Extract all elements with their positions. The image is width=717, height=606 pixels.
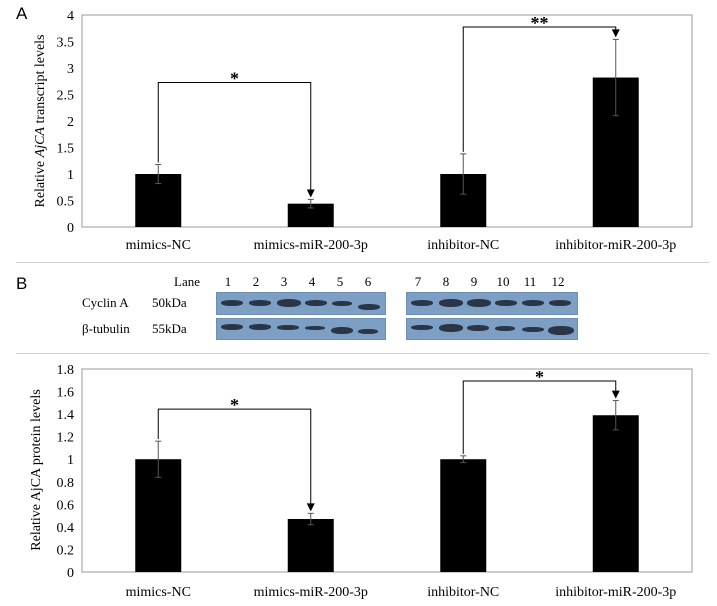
y-tick-label: 0.8 bbox=[57, 476, 75, 491]
plot-area-frame bbox=[81, 14, 693, 228]
significance-label: * bbox=[230, 68, 239, 88]
significance-bracket bbox=[157, 81, 312, 192]
transcript-chart: 00.511.522.533.54 *** Relative AjCA tran… bbox=[33, 9, 693, 253]
row-protein-beta-tubulin: β-tubulin bbox=[82, 321, 130, 336]
lane-header: Lane bbox=[174, 274, 200, 289]
y-tick-label: 2 bbox=[67, 115, 74, 130]
y-tick-label: 0.4 bbox=[57, 521, 75, 536]
x-tick-label: inhibitor-miR-200-3p bbox=[555, 585, 676, 600]
x-tick-label: mimics-NC bbox=[126, 238, 191, 253]
y-tick-label: 0 bbox=[67, 221, 74, 236]
y-tick-labels: 0 0.2 0.4 0.6 0.8 1 1.2 1.4 1.6 1.8 bbox=[57, 363, 75, 581]
y-axis-label-suffix: transcript levels bbox=[33, 34, 48, 127]
chart-marks: ** bbox=[135, 367, 639, 572]
y-tick-label: 1.2 bbox=[57, 431, 75, 446]
row-size-beta-tubulin: 55kDa bbox=[152, 321, 187, 336]
bar bbox=[287, 518, 334, 572]
blot-cyclin-a-right bbox=[406, 292, 578, 315]
y-tick-label: 2.5 bbox=[57, 89, 75, 104]
y-tick-label: 1.8 bbox=[57, 363, 75, 378]
y-tick-label: 0.2 bbox=[57, 543, 75, 558]
bar bbox=[592, 415, 639, 572]
y-axis-label: Relative AjCA protein levels bbox=[29, 389, 44, 550]
x-tick-labels: mimics-NC mimics-miR-200-3p inhibitor-NC in… bbox=[126, 238, 677, 253]
y-tick-label: 0.6 bbox=[57, 498, 75, 513]
y-tick-label: 3 bbox=[67, 62, 74, 77]
significance-arrowhead bbox=[611, 390, 620, 399]
y-tick-label: 1.4 bbox=[57, 408, 75, 423]
x-tick-label: inhibitor-NC bbox=[427, 585, 499, 600]
significance-arrowhead bbox=[611, 29, 620, 38]
y-tick-label: 1 bbox=[67, 453, 74, 468]
significance-label: ** bbox=[531, 13, 549, 33]
bar bbox=[287, 203, 334, 227]
lane-number: 10 bbox=[496, 274, 510, 289]
y-tick-label: 0.5 bbox=[57, 195, 75, 210]
significance-arrowhead bbox=[306, 189, 315, 198]
row-size-cyclin-a: 50kDa bbox=[152, 295, 187, 310]
y-axis-label-italic: AjCA bbox=[33, 127, 48, 159]
x-tick-label: inhibitor-NC bbox=[427, 238, 499, 253]
divider-bottom bbox=[16, 353, 709, 354]
x-tick-label: mimics-miR-200-3p bbox=[254, 238, 368, 253]
x-tick-label: mimics-NC bbox=[126, 585, 191, 600]
lane-number: 2 bbox=[252, 274, 260, 289]
bar bbox=[135, 459, 182, 572]
y-tick-label: 1.5 bbox=[57, 142, 75, 157]
panel-a-label: A bbox=[16, 4, 28, 23]
significance-bracket bbox=[157, 408, 312, 506]
lane-number: 8 bbox=[442, 274, 450, 289]
significance-bracket bbox=[462, 26, 617, 152]
y-tick-label: 1 bbox=[67, 168, 74, 183]
x-tick-label: mimics-miR-200-3p bbox=[254, 585, 368, 600]
blot-beta-tubulin-left bbox=[216, 318, 386, 340]
y-tick-label: 1.6 bbox=[57, 386, 75, 401]
blot-cyclin-a-left bbox=[216, 292, 386, 315]
significance-bracket bbox=[462, 380, 617, 454]
y-tick-label: 3.5 bbox=[57, 36, 75, 51]
lane-number: 9 bbox=[470, 274, 478, 289]
lane-number: 1 bbox=[224, 274, 232, 289]
row-protein-cyclin-a: Cyclin A bbox=[82, 295, 129, 310]
lane-number: 6 bbox=[364, 274, 372, 289]
protein-chart: 00.20.40.60.811.21.41.61.8 ** Relative A… bbox=[29, 363, 693, 600]
significance-label: * bbox=[535, 367, 544, 387]
divider-top bbox=[16, 262, 709, 263]
lane-number: 3 bbox=[280, 274, 288, 289]
lane-number: 7 bbox=[414, 274, 422, 289]
blot-beta-tubulin-right bbox=[406, 318, 578, 340]
x-tick-label: inhibitor-miR-200-3p bbox=[555, 238, 676, 253]
y-tick-labels: 0 0.5 1 1.5 2 2.5 3 3.5 4 bbox=[57, 9, 75, 236]
x-tick-labels: mimics-NC mimics-miR-200-3p inhibitor-NC in… bbox=[126, 585, 677, 600]
lane-number: 11 bbox=[523, 274, 537, 289]
bar bbox=[440, 459, 487, 572]
panel-b-label: B bbox=[16, 274, 28, 293]
lane-number: 12 bbox=[551, 274, 565, 289]
significance-label: * bbox=[230, 395, 239, 415]
plot-area-frame bbox=[81, 368, 693, 573]
lane-number: 5 bbox=[336, 274, 344, 289]
chart-marks: *** bbox=[135, 13, 639, 227]
significance-arrowhead bbox=[306, 503, 315, 512]
y-axis-label-prefix: Relative bbox=[33, 157, 48, 207]
y-tick-label: 4 bbox=[67, 9, 74, 24]
lane-number: 4 bbox=[308, 274, 316, 289]
y-tick-label: 0 bbox=[67, 566, 74, 581]
y-axis-label: Relative AjCA transcript levels bbox=[33, 34, 48, 207]
